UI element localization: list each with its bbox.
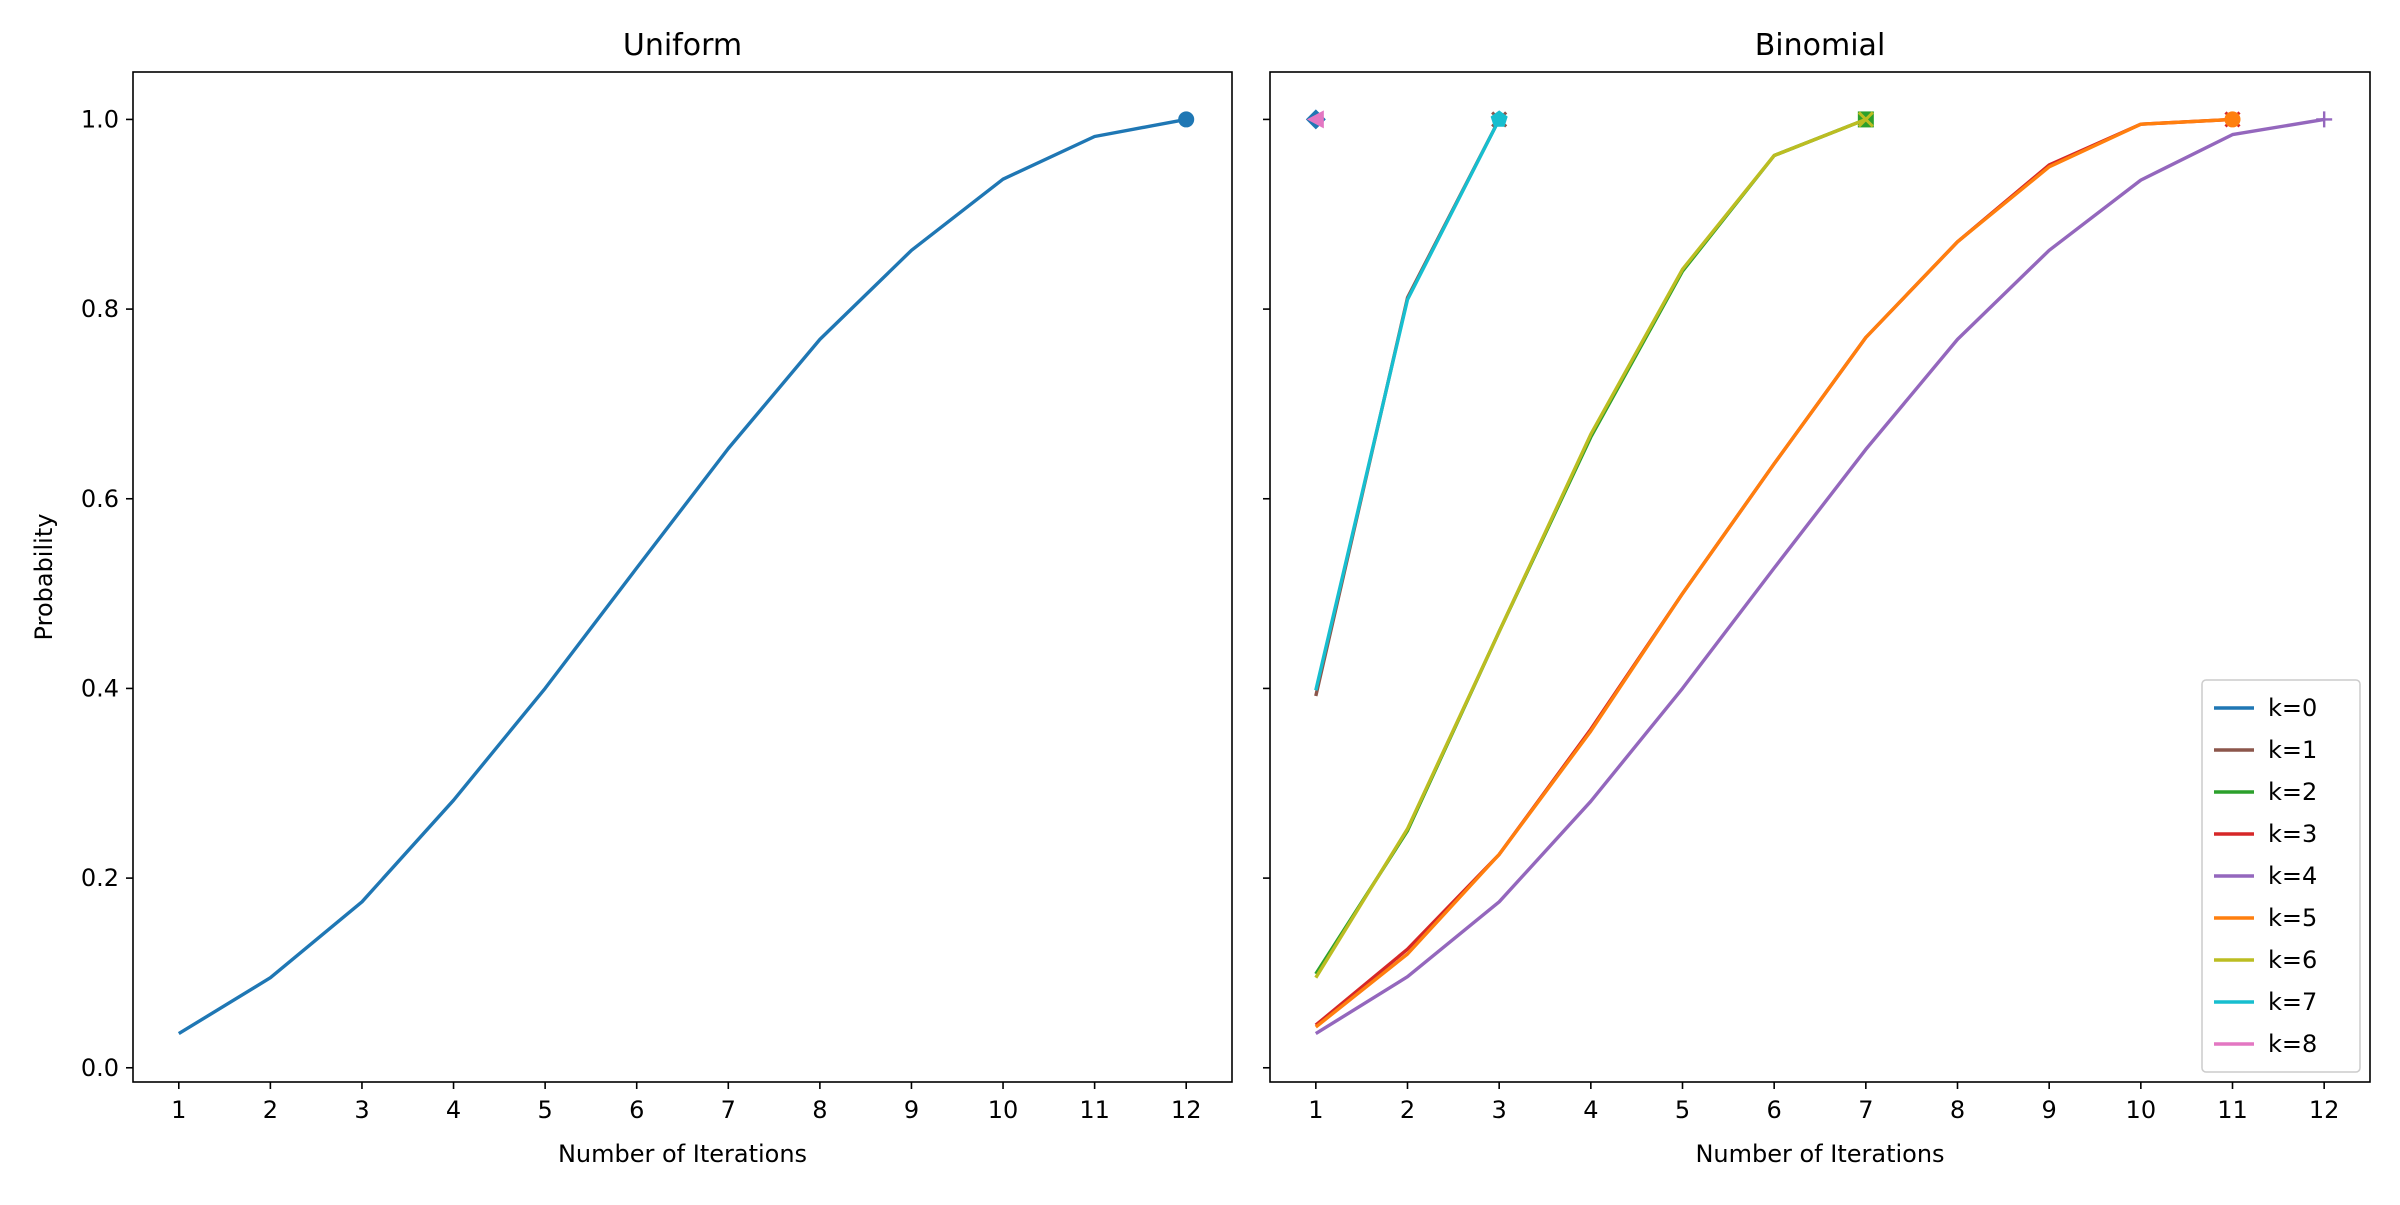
- legend: k=0 k=1 k=2 k=3 k=4 k=5 k=6 k=7 k=8: [2201, 679, 2361, 1073]
- axes-frame: [1269, 71, 2371, 1083]
- y-tick-label: 0.2: [81, 864, 119, 892]
- series-0: [177, 111, 1195, 1036]
- series-7: [1314, 110, 1508, 691]
- x-tick-label: 4: [1583, 1096, 1598, 1124]
- x-tick-label: 10: [988, 1096, 1019, 1124]
- panel-title: Uniform: [623, 28, 742, 63]
- x-tick-label: 4: [446, 1096, 461, 1124]
- x-axis-title: Number of Iterations: [558, 1140, 807, 1168]
- series-line: [177, 117, 1187, 1036]
- y-tick-label: 0.0: [81, 1054, 119, 1082]
- x-tick-label: 7: [721, 1096, 736, 1124]
- x-tick-label: 11: [1079, 1096, 1110, 1124]
- series-end-marker: [1306, 110, 1324, 129]
- x-tick-label: 6: [629, 1096, 644, 1124]
- legend-item: k=2: [2214, 778, 2317, 806]
- legend-label: k=1: [2268, 736, 2317, 764]
- x-tick-label: 12: [1171, 1096, 1202, 1124]
- legend-box: [2201, 679, 2361, 1073]
- legend-label: k=7: [2268, 988, 2317, 1016]
- legend-item: k=0: [2214, 694, 2317, 722]
- x-tick-label: 3: [1492, 1096, 1507, 1124]
- legend-item: k=4: [2214, 862, 2317, 890]
- series-5: [1314, 111, 2241, 1029]
- legend-label: k=2: [2268, 778, 2317, 806]
- legend-item: k=5: [2214, 904, 2317, 932]
- x-tick-label: 9: [2042, 1096, 2057, 1124]
- legend-item: k=7: [2214, 988, 2317, 1016]
- legend-label: k=6: [2268, 946, 2317, 974]
- x-tick-label: 10: [2126, 1096, 2157, 1124]
- x-tick-label: 7: [1858, 1096, 1873, 1124]
- y-tick-label: 0.8: [81, 295, 119, 323]
- legend-label: k=5: [2268, 904, 2317, 932]
- x-tick-label: 1: [1308, 1096, 1323, 1124]
- legend-label: k=3: [2268, 820, 2317, 848]
- legend-item: k=3: [2214, 820, 2317, 848]
- legend-item: k=1: [2214, 736, 2317, 764]
- x-tick-label: 9: [904, 1096, 919, 1124]
- x-tick-label: 5: [537, 1096, 552, 1124]
- y-axis-title: Probability: [30, 514, 58, 641]
- series-line: [1314, 117, 2233, 1029]
- series-line: [1314, 117, 1867, 979]
- series-end-marker: [1490, 110, 1508, 127]
- x-tick-label: 1: [171, 1096, 186, 1124]
- x-axis-title: Number of Iterations: [1695, 1140, 1944, 1168]
- x-tick-label: 8: [1950, 1096, 1965, 1124]
- x-tick-label: 3: [354, 1096, 369, 1124]
- series-line: [1314, 117, 2325, 1036]
- legend-label: k=8: [2268, 1030, 2317, 1058]
- y-tick-label: 0.6: [81, 485, 119, 513]
- legend-label: k=4: [2268, 862, 2317, 890]
- series-end-marker: [1178, 111, 1195, 128]
- panel-title: Binomial: [1755, 28, 1886, 63]
- x-tick-label: 8: [812, 1096, 827, 1124]
- x-tick-label: 2: [263, 1096, 278, 1124]
- series-end-marker: [2224, 111, 2241, 128]
- series-6: [1314, 111, 1874, 979]
- legend-label: k=0: [2268, 694, 2317, 722]
- series-end-marker: [1857, 111, 1874, 128]
- x-tick-label: 2: [1400, 1096, 1415, 1124]
- x-tick-label: 11: [2217, 1096, 2248, 1124]
- axes-frame: [132, 71, 1233, 1083]
- legend-item: k=8: [2214, 1030, 2317, 1058]
- series-end-marker: [2316, 111, 2333, 128]
- legend-item: k=6: [2214, 946, 2317, 974]
- series-4: [1314, 111, 2333, 1036]
- x-tick-label: 6: [1767, 1096, 1782, 1124]
- y-tick-label: 0.4: [81, 674, 119, 702]
- series-line: [1314, 118, 1501, 691]
- x-tick-label: 5: [1675, 1096, 1690, 1124]
- y-tick-label: 1.0: [81, 105, 119, 133]
- x-tick-label: 12: [2309, 1096, 2340, 1124]
- series-8: [1306, 110, 1324, 129]
